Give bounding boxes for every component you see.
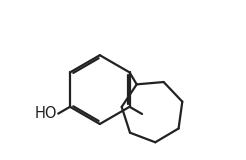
Text: HO: HO bbox=[35, 106, 57, 121]
